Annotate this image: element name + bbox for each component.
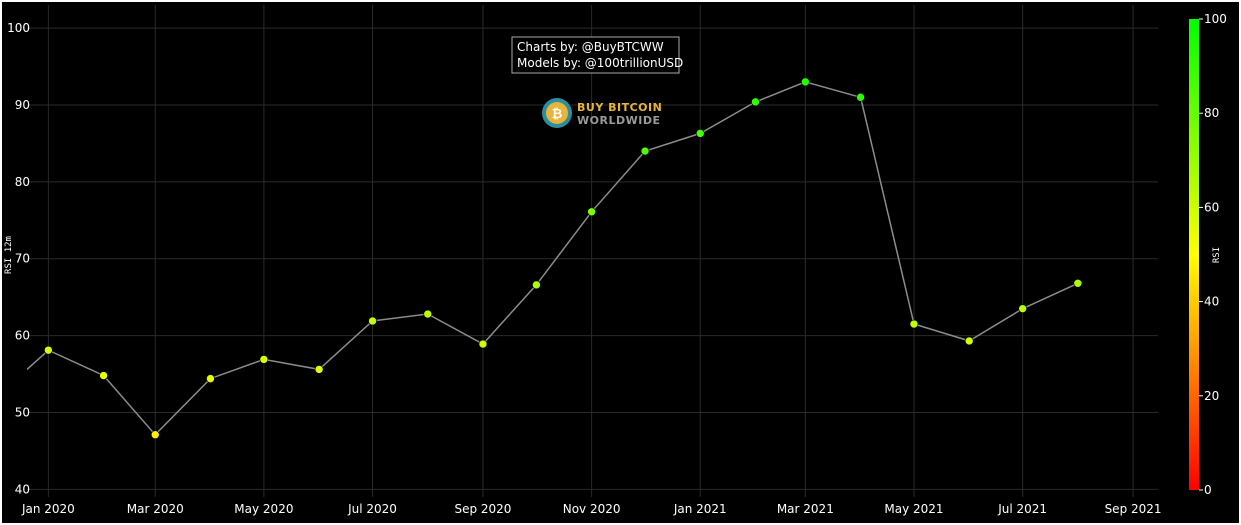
credits-box	[511, 36, 680, 74]
x-tick-label: Mar 2020	[127, 502, 184, 516]
data-point[interactable]	[259, 355, 269, 364]
x-tick-label: May 2021	[884, 502, 943, 516]
x-tick-label: Sep 2020	[454, 502, 511, 516]
y-tick-label: 70	[15, 252, 30, 266]
buy-bitcoin-worldwide-logo: ₿ BUY BITCOIN WORLDWIDE	[542, 98, 662, 128]
x-tick-label: Sep 2021	[1105, 502, 1162, 516]
y-tick-label: 60	[15, 329, 30, 343]
x-tick-label: Jul 2021	[997, 502, 1047, 516]
x-tick-label: Nov 2020	[563, 502, 621, 516]
x-tick-label: Jul 2020	[347, 502, 397, 516]
data-point[interactable]	[478, 339, 488, 349]
data-point[interactable]	[1018, 304, 1027, 313]
data-point[interactable]	[532, 280, 541, 290]
gridlines	[27, 5, 1158, 497]
colorbar: 0 20 40 60 80 100 RSI	[1189, 12, 1227, 497]
colorbar-gradient	[1189, 19, 1199, 490]
y-tick-label: 90	[15, 98, 30, 112]
colorbar-tick-label: 20	[1204, 389, 1219, 403]
data-point[interactable]	[368, 316, 377, 326]
data-point[interactable]	[964, 336, 974, 346]
data-point[interactable]	[856, 92, 865, 102]
data-point[interactable]	[751, 97, 760, 107]
logo-coin-icon	[546, 102, 568, 124]
colorbar-title: RSI	[1212, 247, 1222, 263]
colorbar-tick-label: 100	[1204, 12, 1227, 26]
series-markers	[44, 77, 1083, 440]
credits-line-charts: Charts by: @BuyBTCWW	[517, 40, 664, 54]
data-point[interactable]	[423, 309, 433, 319]
data-point[interactable]	[206, 374, 215, 383]
data-point[interactable]	[99, 371, 108, 380]
data-point[interactable]	[44, 345, 53, 355]
data-point[interactable]	[314, 365, 324, 374]
data-point[interactable]	[695, 129, 705, 138]
data-point[interactable]	[801, 77, 810, 87]
data-point[interactable]	[1073, 278, 1083, 288]
credits-annotation: Charts by: @BuyBTCWW Models by: @100tril…	[511, 36, 683, 74]
y-tick-label: 50	[15, 405, 30, 419]
logo-line-1: BUY BITCOIN	[577, 101, 662, 114]
y-axis-title: RSI 12m	[4, 236, 14, 274]
colorbar-tick-label: 0	[1204, 483, 1212, 497]
bitcoin-symbol-icon: ₿	[552, 107, 563, 122]
data-point[interactable]	[587, 207, 596, 217]
y-tick-label: 40	[15, 482, 30, 496]
colorbar-tick-label: 60	[1204, 200, 1219, 214]
y-axis-ticks: 40 50 60 70 80 90 100	[7, 21, 30, 496]
colorbar-tick-label: 80	[1204, 106, 1219, 120]
y-tick-label: 80	[15, 175, 30, 189]
data-point[interactable]	[909, 319, 919, 329]
credits-line-models: Models by: @100trillionUSD	[517, 56, 683, 70]
x-tick-label: Jan 2021	[673, 502, 727, 516]
logo-line-2: WORLDWIDE	[577, 114, 660, 127]
x-axis-ticks: Jan 2020 Mar 2020 May 2020 Jul 2020 Sep 2020…	[21, 502, 1162, 516]
y-tick-label: 100	[7, 21, 30, 35]
x-tick-label: Mar 2021	[777, 502, 834, 516]
colorbar-tick-label: 40	[1204, 295, 1219, 309]
data-point[interactable]	[640, 146, 650, 156]
x-tick-label: May 2020	[234, 502, 293, 516]
colorbar-ticks: 0 20 40 60 80 100	[1199, 12, 1227, 497]
x-tick-label: Jan 2020	[21, 502, 75, 516]
data-point[interactable]	[150, 430, 160, 440]
